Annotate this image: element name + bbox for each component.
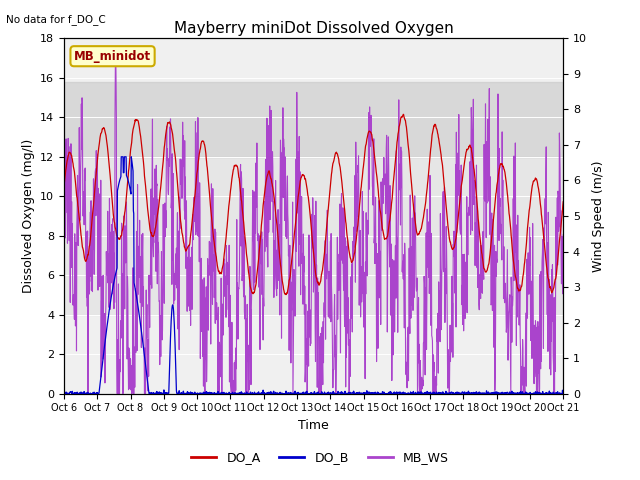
Y-axis label: Wind Speed (m/s): Wind Speed (m/s): [593, 160, 605, 272]
X-axis label: Time: Time: [298, 419, 329, 432]
Legend: DO_A, DO_B, MB_WS: DO_A, DO_B, MB_WS: [186, 446, 454, 469]
Text: No data for f_DO_C: No data for f_DO_C: [6, 14, 106, 25]
Title: Mayberry miniDot Dissolved Oxygen: Mayberry miniDot Dissolved Oxygen: [173, 21, 454, 36]
Bar: [64, 157, 563, 315]
Bar: [64, 82, 563, 157]
Text: MB_minidot: MB_minidot: [74, 50, 151, 63]
Y-axis label: Dissolved Oxygen (mg/l): Dissolved Oxygen (mg/l): [22, 139, 35, 293]
